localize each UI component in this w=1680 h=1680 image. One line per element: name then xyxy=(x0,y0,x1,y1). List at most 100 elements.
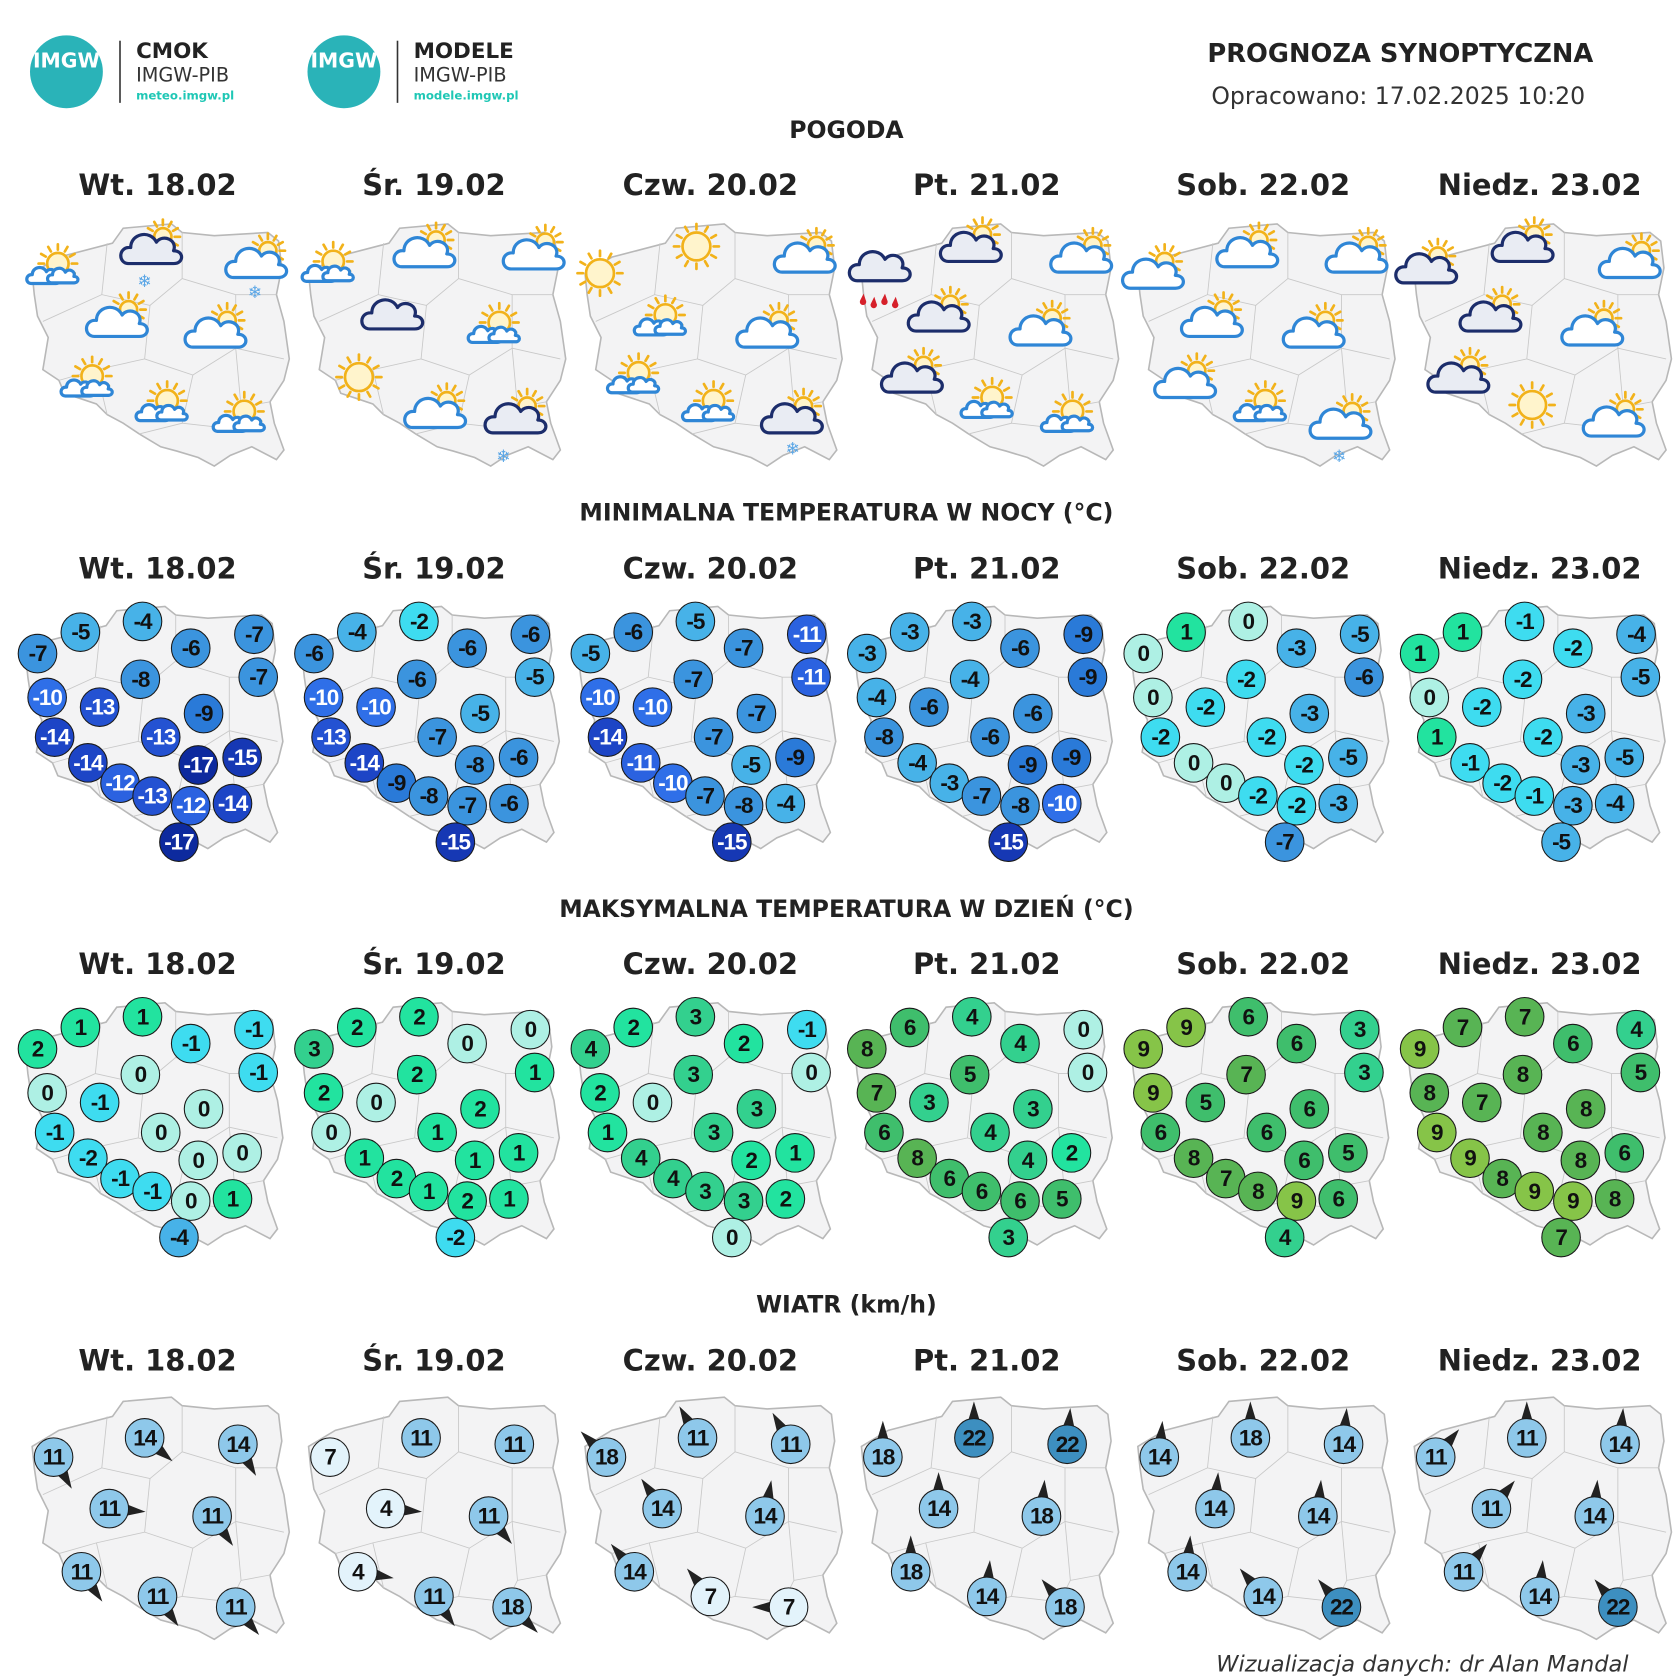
temperature-value: 0 xyxy=(155,1120,167,1145)
temperature-value: -2 xyxy=(1196,695,1214,720)
region-border xyxy=(1201,1542,1214,1588)
region-border xyxy=(235,347,285,360)
wind-marker xyxy=(414,1576,454,1617)
temperature-value: -11 xyxy=(627,750,656,775)
temperature-value: -4 xyxy=(1627,622,1646,647)
sun-icon xyxy=(1508,381,1556,429)
temperature-marker xyxy=(1173,1138,1214,1179)
temperature-marker xyxy=(238,1052,279,1093)
snow-icon: ❄ xyxy=(137,272,151,292)
temperature-value: 1 xyxy=(1414,641,1426,666)
wind-map: 18 22 22 14 18 18 14 18 xyxy=(860,1396,1120,1641)
temperature-marker xyxy=(1173,743,1214,783)
temperature-marker xyxy=(120,659,161,700)
temperature-value: -10 xyxy=(1047,791,1077,816)
temperature-value: -1 xyxy=(249,1060,267,1085)
wind-speed-value: 22 xyxy=(1056,1432,1079,1457)
sun-small-cloud-icon xyxy=(134,380,189,423)
issued-timestamp: Opracowano: 17.02.2025 10:20 xyxy=(1211,82,1585,110)
temperature-value: 3 xyxy=(738,1189,750,1214)
temperature-marker xyxy=(514,657,555,697)
temperature-marker xyxy=(673,1054,714,1095)
temperature-marker xyxy=(685,776,725,816)
temperature-value: -2 xyxy=(410,609,428,634)
sun-small-cloud-icon xyxy=(211,390,266,433)
wind-speed-value: 18 xyxy=(595,1445,618,1470)
temperature-marker xyxy=(1041,783,1082,824)
temperature-marker xyxy=(1318,783,1359,824)
wind-marker xyxy=(1415,1437,1456,1477)
temperature-marker xyxy=(1067,1052,1108,1093)
credits-footer: Wizualizacja danych: dr Alan Mandal xyxy=(1216,1651,1629,1677)
sun-small-cloud-icon xyxy=(680,380,736,423)
temperature-value: -8 xyxy=(1011,793,1029,818)
wind-marker xyxy=(1139,1437,1180,1477)
temperature-marker xyxy=(786,614,827,655)
day-title-wind: Czw. 20.02 xyxy=(623,1343,798,1377)
temperature-marker xyxy=(1502,659,1543,700)
day-title-weather: Wt. 18.02 xyxy=(78,168,236,202)
wind-marker xyxy=(1443,1551,1484,1592)
temperature-marker xyxy=(1264,1217,1305,1258)
temperature-marker xyxy=(212,1179,253,1219)
temperature-marker xyxy=(1541,822,1581,862)
temperature-marker xyxy=(1246,1112,1287,1153)
day-title-weather: Niedz. 23.02 xyxy=(1438,168,1642,202)
wind-direction-arrow xyxy=(981,1560,995,1583)
temperature-marker xyxy=(723,785,764,826)
wind-speed-value: 4 xyxy=(380,1496,393,1521)
wind-direction-arrow xyxy=(1614,1407,1628,1430)
temperature-value: 5 xyxy=(1342,1140,1354,1165)
temperature-value: 1 xyxy=(1180,620,1192,645)
temperature-marker xyxy=(120,1054,161,1095)
temperature-value: 0 xyxy=(185,1189,197,1214)
wind-speed-value: 7 xyxy=(783,1595,795,1620)
sun-small-cloud-icon xyxy=(632,294,688,337)
temperature-marker xyxy=(1328,1133,1368,1173)
temperature-marker xyxy=(1514,1171,1555,1212)
wind-speed-value: 14 xyxy=(975,1584,999,1609)
temperature-value: 9 xyxy=(1291,1189,1303,1214)
temperature-value: -6 xyxy=(458,636,476,661)
temperature-value: 1 xyxy=(513,1140,525,1165)
temperature-marker xyxy=(222,737,262,778)
temperature-marker xyxy=(1284,745,1324,785)
temperature-marker xyxy=(1051,737,1092,778)
temperature-value: -6 xyxy=(1355,665,1373,690)
temperature-value: -2 xyxy=(1287,793,1305,818)
temperature-marker xyxy=(856,1073,897,1113)
temperature-value: -13 xyxy=(316,725,346,750)
wind-speed-value: 11 xyxy=(201,1504,223,1529)
region-border xyxy=(1207,1405,1289,1480)
temperature-marker xyxy=(344,743,385,783)
temperature-value: 6 xyxy=(1155,1120,1167,1145)
region-border xyxy=(1526,294,1619,376)
wind-speed-value: 14 xyxy=(754,1504,778,1529)
wind-marker xyxy=(137,1576,178,1617)
wind-map: 11 14 14 11 11 11 11 11 xyxy=(31,1396,291,1641)
temperature-marker xyxy=(1553,1181,1593,1221)
temperature-value: -2 xyxy=(1249,784,1267,809)
region-border xyxy=(1611,730,1660,742)
temperature-marker xyxy=(1616,1009,1656,1050)
wind-marker xyxy=(215,1587,256,1627)
temperature-value: 7 xyxy=(1240,1062,1252,1087)
wind-speed-value: 14 xyxy=(1176,1559,1200,1584)
sun-small-cloud-icon xyxy=(1232,380,1288,423)
day-title-tmin: Śr. 19.02 xyxy=(362,552,505,586)
region-border xyxy=(1058,1126,1107,1139)
wind-marker xyxy=(1323,1424,1364,1465)
temperature-marker xyxy=(294,1029,334,1069)
temperature-value: -5 xyxy=(742,753,760,778)
temperature-value: -2 xyxy=(1564,636,1582,661)
region-border xyxy=(782,730,831,742)
temperature-marker xyxy=(1416,717,1457,757)
temperature-value: -5 xyxy=(471,701,489,726)
temperature-marker xyxy=(1000,785,1040,826)
region-border xyxy=(420,294,513,376)
temperature-value: -10 xyxy=(658,771,688,796)
temperature-marker xyxy=(613,612,654,652)
temperature-marker xyxy=(447,1181,487,1221)
wind-speed-value: 11 xyxy=(147,1584,169,1609)
